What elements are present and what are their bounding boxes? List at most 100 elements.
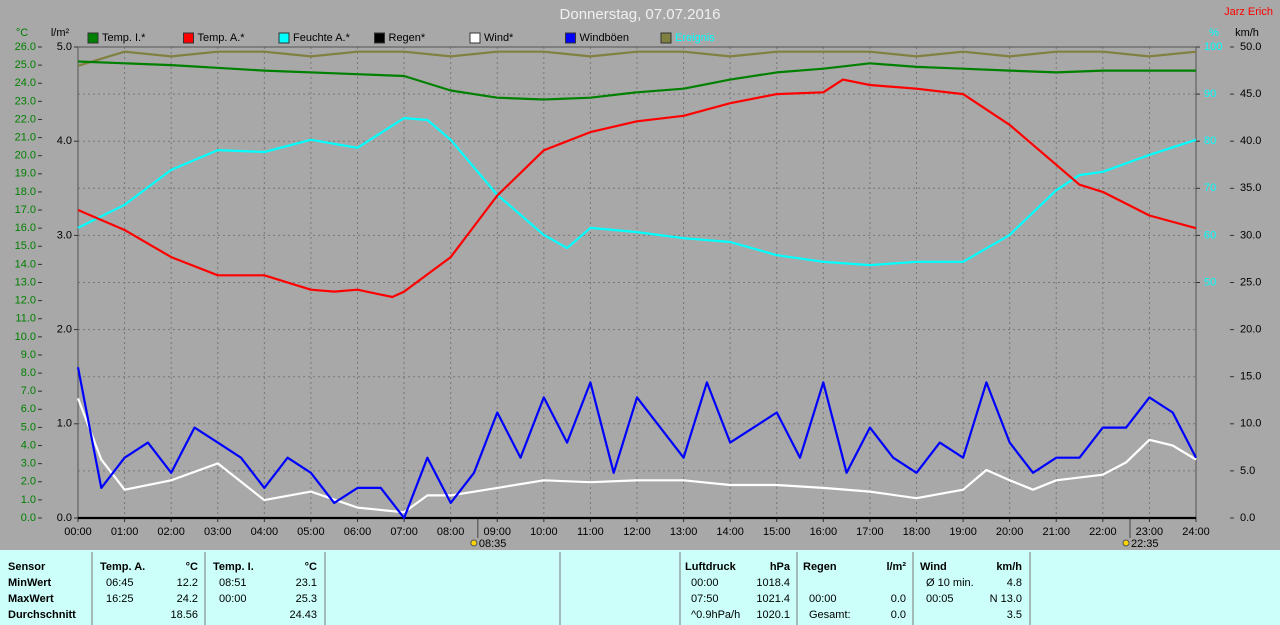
y3ticks-label: 100 bbox=[1204, 41, 1222, 53]
table-cell: 25.3 bbox=[296, 593, 317, 605]
table-cell: 0.0 bbox=[891, 609, 906, 621]
yticks-label: 25.0 bbox=[15, 59, 36, 71]
y4ticks-label: 5.0 bbox=[1240, 465, 1255, 477]
table-header: °C bbox=[305, 561, 317, 573]
y2ticks-label: 1.0 bbox=[57, 418, 72, 430]
legend-swatch bbox=[374, 32, 385, 44]
x-tick-label: 22:00 bbox=[1089, 526, 1117, 538]
yticks-label: 5.0 bbox=[21, 421, 36, 433]
table-cell: 23.1 bbox=[296, 577, 317, 589]
table-cell: ^0.9hPa/h bbox=[691, 609, 740, 621]
table-cell: Gesamt: bbox=[809, 609, 851, 621]
y3ticks-label: 70 bbox=[1204, 182, 1216, 194]
yticks-label: 2.0 bbox=[21, 476, 36, 488]
table-cell: Ø 10 min. bbox=[926, 577, 974, 589]
series-line bbox=[77, 117, 1197, 267]
legend-label: Wind* bbox=[484, 32, 514, 44]
legend-swatch bbox=[278, 32, 290, 44]
x-tick-label: 16:00 bbox=[810, 526, 838, 538]
table-cell: 08:51 bbox=[219, 577, 247, 589]
legend-label: Temp. A.* bbox=[198, 32, 246, 44]
legend-label: Regen* bbox=[389, 32, 426, 44]
table-cell: 24.43 bbox=[289, 609, 317, 621]
table-cell: 06:45 bbox=[106, 577, 134, 589]
yticks-label: 26.0 bbox=[15, 41, 36, 53]
x-tick-label: 09:00 bbox=[483, 526, 511, 538]
x-tick-label: 04:00 bbox=[251, 526, 279, 538]
table-cell: 00:05 bbox=[926, 593, 954, 605]
x-tick-label: 02:00 bbox=[157, 526, 185, 538]
legend-swatch bbox=[183, 32, 194, 44]
yticks-label: 12.0 bbox=[15, 295, 36, 307]
yticks-label: 4.0 bbox=[21, 439, 36, 451]
x-tick-label: 23:00 bbox=[1136, 526, 1164, 538]
x-tick-label: 18:00 bbox=[903, 526, 931, 538]
yticks-label: 19.0 bbox=[15, 168, 36, 180]
table-cell: N 13.0 bbox=[990, 593, 1022, 605]
table-header: Temp. A. bbox=[100, 561, 145, 573]
yticks-label: 14.0 bbox=[15, 258, 36, 270]
x-tick-label: 19:00 bbox=[949, 526, 977, 538]
table-cell: 1018.4 bbox=[756, 577, 790, 589]
x-tick-label: 21:00 bbox=[1042, 526, 1070, 538]
yticks-label: 21.0 bbox=[15, 131, 36, 143]
yticks-label: 6.0 bbox=[21, 403, 36, 415]
x-tick-label: 07:00 bbox=[390, 526, 418, 538]
x-tick-label: 11:00 bbox=[577, 526, 604, 538]
x-tick-label: 06:00 bbox=[344, 526, 372, 538]
yticks-label: 11.0 bbox=[15, 313, 36, 325]
author: Jarz Erich bbox=[1224, 6, 1273, 18]
series-line bbox=[77, 50, 1197, 67]
legend-label: Feuchte A.* bbox=[293, 32, 351, 44]
yticks-label: 22.0 bbox=[15, 113, 36, 125]
y4ticks-label: 40.0 bbox=[1240, 135, 1261, 147]
x-tick-label: 17:00 bbox=[856, 526, 884, 538]
legend-label: Ereignis bbox=[675, 32, 715, 44]
table-background bbox=[0, 550, 1280, 625]
series-line bbox=[76, 398, 1197, 514]
legend-label: Windböen bbox=[580, 32, 630, 44]
x-tick-label: 24:00 bbox=[1182, 526, 1210, 538]
table-cell: 16:25 bbox=[106, 593, 134, 605]
background bbox=[0, 0, 1280, 550]
yticks-label: 3.0 bbox=[21, 458, 36, 470]
table-header: Sensor bbox=[8, 561, 46, 573]
y4ticks-label: 15.0 bbox=[1240, 371, 1261, 383]
table-cell: 12.2 bbox=[177, 577, 198, 589]
x-tick-label: 10:00 bbox=[530, 526, 558, 538]
table-header: Regen bbox=[803, 561, 837, 573]
y4ticks-label: 0.0 bbox=[1240, 512, 1255, 524]
x-tick-label: 20:00 bbox=[996, 526, 1024, 538]
legend-swatch bbox=[565, 32, 576, 44]
yticks-label: 1.0 bbox=[21, 494, 36, 506]
yticks-label: 8.0 bbox=[21, 367, 36, 379]
yticks-label: 16.0 bbox=[15, 222, 36, 234]
series-line bbox=[76, 367, 1197, 520]
y2ticks-label: 0.0 bbox=[57, 512, 72, 524]
y4ticks-label: 30.0 bbox=[1240, 229, 1261, 241]
table-cell: 24.2 bbox=[177, 593, 198, 605]
yticks-label: 17.0 bbox=[15, 204, 36, 216]
table-cell: 3.5 bbox=[1007, 609, 1022, 621]
legend-label: Temp. I.* bbox=[102, 32, 146, 44]
table-cell: 00:00 bbox=[691, 577, 719, 589]
y2ticks-label: 2.0 bbox=[57, 324, 72, 336]
table-cell: 00:00 bbox=[219, 593, 247, 605]
yticks-label: 18.0 bbox=[15, 186, 36, 198]
table-cell: 07:50 bbox=[691, 593, 719, 605]
x-tick-label: 00:00 bbox=[64, 526, 92, 538]
y3ticks-label: 50 bbox=[1204, 276, 1216, 288]
sun-icon bbox=[1122, 539, 1130, 547]
y4ticks-label: 45.0 bbox=[1240, 88, 1261, 100]
x-tick-label: 15:00 bbox=[763, 526, 791, 538]
table-cell: MinWert bbox=[8, 577, 52, 589]
x-tick-label: 05:00 bbox=[297, 526, 325, 538]
y4ticks-label: 25.0 bbox=[1240, 276, 1261, 288]
x-tick-label: 14:00 bbox=[716, 526, 744, 538]
legend-swatch bbox=[469, 32, 481, 44]
table-header: Wind bbox=[920, 561, 947, 573]
sun-marker-label: 22:35 bbox=[1131, 538, 1159, 550]
table-cell: 0.0 bbox=[891, 593, 906, 605]
